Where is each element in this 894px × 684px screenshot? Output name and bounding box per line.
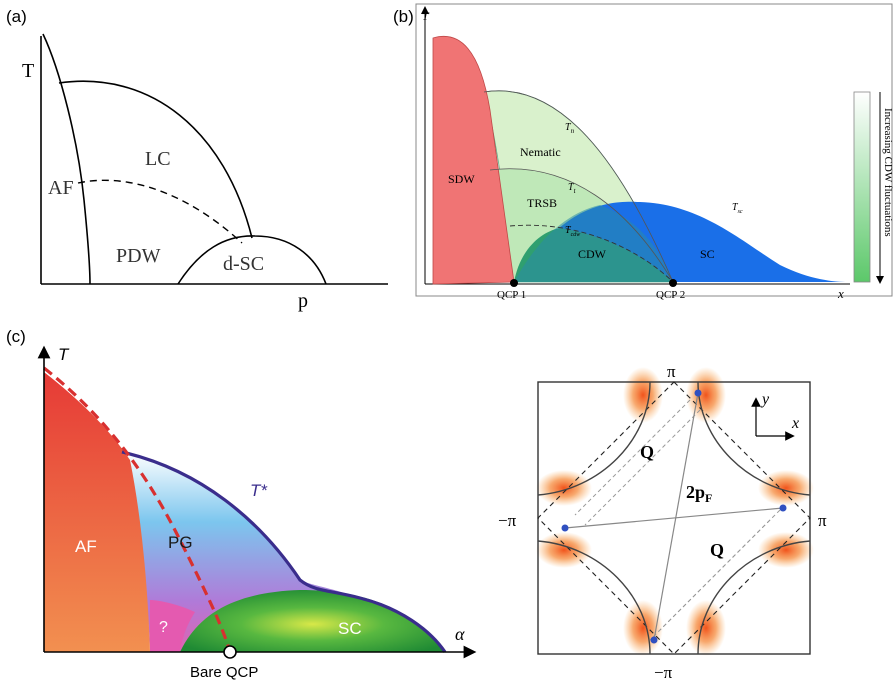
panel-b-cdw-label: CDW [578,247,607,261]
panel-c-alpha-label: α [455,624,465,644]
panel-d-x-label: x [791,415,799,432]
panel-d-hotspot-dot [694,389,702,397]
hotspot [758,532,814,568]
panel-b-sc-label: SC [700,247,715,261]
panel-d-fermi-arc [537,540,651,655]
panel-b-sdw-label: SDW [448,172,475,186]
hotspot [623,600,663,656]
panel-a-p-label: p [298,290,308,312]
panel-c-sc-label: SC [338,619,362,638]
panel-c-af-region [44,372,150,652]
panel-b-qcp2-label: QCP 2 [656,289,685,301]
panel-d-pi-bottom: −π [654,663,673,682]
panel-b-tn-label: Tn [565,122,575,135]
panel-b-qcp2-dot [669,279,677,287]
panel-a-t-label: T [22,60,34,82]
hotspot [536,470,592,506]
hotspot [536,532,592,568]
hotspot [686,367,726,423]
panel-b-fluctuation-label: Increasing CDW fluctuations [882,108,894,237]
panel-b-qcp1-dot [510,279,518,287]
panel-c-bare-qcp-label: Bare QCP [190,664,258,681]
panel-b: (b) T x QCP 1 QCP 2 SDW Nematic TRSB CDW [393,3,894,301]
panel-c-af-label: AF [75,537,97,556]
panel-b-tsc-label: Tsc [732,202,743,215]
panel-c-pg-label: PG [168,533,193,552]
panel-a-lc-label: LC [145,148,171,170]
panel-d-hotspot-dot [779,504,787,512]
panel-a-dsc-label: d-SC [223,253,264,275]
panel-d-q-guide [574,399,691,516]
panel-d-magnetic-zone [537,381,811,655]
panel-b-tt-line [489,168,674,283]
panel-a-pdw-label: PDW [116,245,161,267]
panel-d-fermi-arc [697,540,811,655]
panel-a-af-label: AF [48,177,74,199]
panel-a-lc-boundary [58,80,253,239]
panel-a: (a) T p AF LC PDW d-SC [6,7,388,312]
panel-d-q-guide [584,409,701,526]
panel-c-t-label: T [58,345,70,364]
panel-c: (c) T α Bare QCP AF PG ? SC T* [6,327,477,681]
panel-b-tcdw-line [509,224,674,283]
panel-d-hotspots [536,367,814,656]
panel-b-tcdw-label: Tcdw [565,225,580,238]
panel-d-pi-right: π [818,511,827,530]
panel-c-sc-dome [180,590,445,652]
hotspot [623,367,663,423]
panel-d-fermi-arc [537,381,651,496]
panel-d-hotspot-dot [561,524,569,532]
panel-b-x-label: x [837,286,844,301]
panel-c-unknown-label: ? [159,619,168,636]
panel-c-tstar-label: T* [250,481,268,500]
panel-d-pi-top: π [667,362,676,381]
panel-d-hotspot-dot [650,636,658,644]
panel-b-tag: (b) [393,7,414,26]
panel-a-dsc-dome [177,235,327,285]
panel-d-2pf-label: 2pF [686,482,712,505]
panel-d-2pf-vector [653,392,699,641]
hotspot [758,470,814,506]
panel-d-2pf-vector [564,507,784,529]
panel-b-overlap-region [514,205,673,282]
panel-b-nematic-label: Nematic [520,145,561,159]
panel-d-q-lower: Q [710,540,724,560]
panel-d-q-guide [649,519,771,641]
panel-b-frame [415,3,893,297]
panel-d: π −π −π π Q Q 2pF y x [498,362,827,682]
panel-a-pdw-boundary [77,179,243,244]
panel-b-tt-label: Tt [568,182,577,195]
panel-c-unknown-region [150,600,195,652]
panel-d-fermi-arc [697,381,811,496]
panel-b-cdw-fluctuation-bar [853,91,871,283]
panel-c-bare-critical-line [43,366,232,653]
panel-d-q-upper: Q [640,442,654,462]
panel-d-y-label: y [760,391,770,408]
hotspot [686,600,726,656]
panel-d-pi-left: −π [498,511,517,530]
panel-b-qcp1-label: QCP 1 [497,289,526,301]
panel-a-af-boundary [42,33,91,285]
panel-c-bare-qcp-marker [223,645,237,659]
panel-b-trsb-label: TRSB [527,196,557,210]
panel-b-tn-line [483,90,674,283]
panel-c-tag: (c) [6,327,26,346]
panel-b-sdw-region [432,36,515,285]
panel-b-t-label: T [422,9,430,23]
panel-a-tag: (a) [6,7,27,26]
panel-c-tstar-line [121,450,447,653]
